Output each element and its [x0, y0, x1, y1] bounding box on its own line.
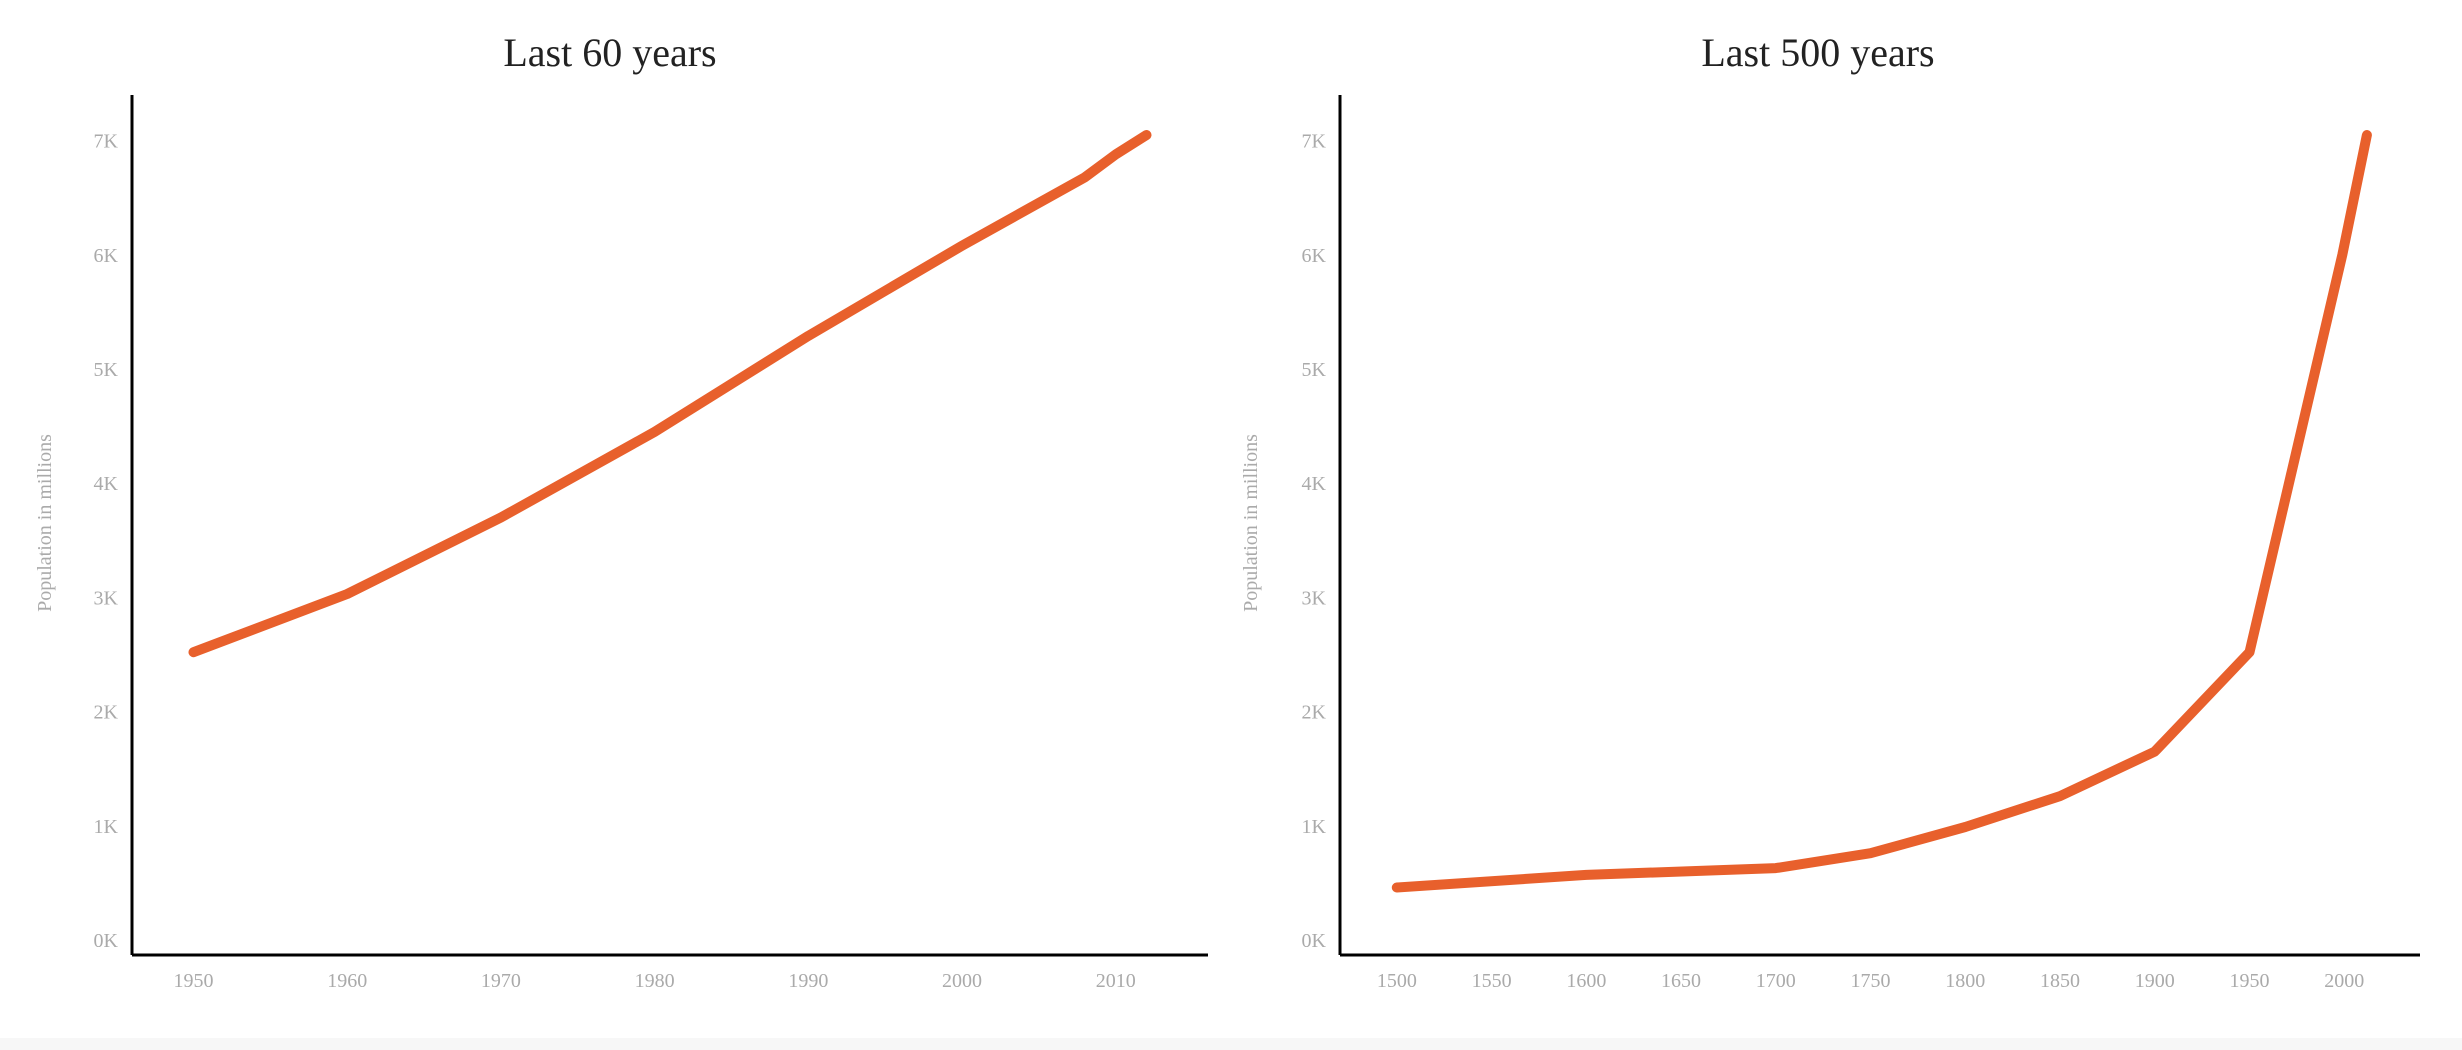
y-tick-label: 0K	[94, 930, 119, 952]
bottom-strip	[0, 1038, 2462, 1050]
series-line	[1391, 130, 2372, 893]
x-tick-label: 1650	[1661, 970, 1701, 992]
chart-marks: 0K 1K 2K 3K 4K 5K 6K 7K 1500 1550 1600 1650 1700 1750…	[1302, 95, 2420, 992]
x-tick-label: 2010	[1096, 970, 1136, 992]
y-tick-label: 3K	[1302, 587, 1327, 609]
chart-last-60-years: Last 60 years Population in millions 0K 1…	[34, 30, 1208, 992]
chart-title: Last 500 years	[1701, 30, 1934, 75]
x-tick-label: 1500	[1377, 970, 1417, 992]
x-tick-label: 1600	[1566, 970, 1606, 992]
x-tick-label: 1750	[1851, 970, 1891, 992]
y-tick-label: 5K	[94, 359, 119, 381]
x-tick-label: 2000	[2324, 970, 2364, 992]
y-tick-label: 0K	[1302, 930, 1327, 952]
x-tick-label: 1950	[173, 970, 213, 992]
chart-title: Last 60 years	[503, 30, 716, 75]
y-tick-label: 2K	[1302, 702, 1327, 724]
chart-last-500-years: Last 500 years Population in millions 0K…	[1240, 30, 2420, 992]
x-tick-label: 1850	[2040, 970, 2080, 992]
x-tick-label: 1900	[2135, 970, 2175, 992]
x-tick-label: 1700	[1756, 970, 1796, 992]
x-tick-label: 1990	[788, 970, 828, 992]
y-tick-label: 6K	[94, 245, 119, 267]
chart-marks: 0K 1K 2K 3K 4K 5K 6K 7K 1950 1960 1970 1980 1990 2000…	[94, 95, 1208, 992]
y-tick-label: 6K	[1302, 245, 1327, 267]
y-axis-label: Population in millions	[34, 434, 56, 612]
y-tick-label: 4K	[94, 473, 119, 495]
x-tick-label: 1960	[327, 970, 367, 992]
x-tick-label: 1980	[635, 970, 675, 992]
y-tick-label: 7K	[94, 131, 119, 153]
series-line	[188, 130, 1152, 658]
y-axis-label: Population in millions	[1240, 434, 1262, 612]
y-tick-label: 2K	[94, 702, 119, 724]
x-tick-label: 2000	[942, 970, 982, 992]
y-tick-label: 3K	[94, 587, 119, 609]
y-tick-label: 1K	[94, 816, 119, 838]
y-tick-label: 5K	[1302, 359, 1327, 381]
x-tick-label: 1950	[2229, 970, 2269, 992]
x-tick-label: 1970	[481, 970, 521, 992]
y-tick-label: 4K	[1302, 473, 1327, 495]
x-tick-label: 1550	[1472, 970, 1512, 992]
x-tick-label: 1800	[1945, 970, 1985, 992]
y-tick-label: 1K	[1302, 816, 1327, 838]
y-tick-label: 7K	[1302, 131, 1327, 153]
